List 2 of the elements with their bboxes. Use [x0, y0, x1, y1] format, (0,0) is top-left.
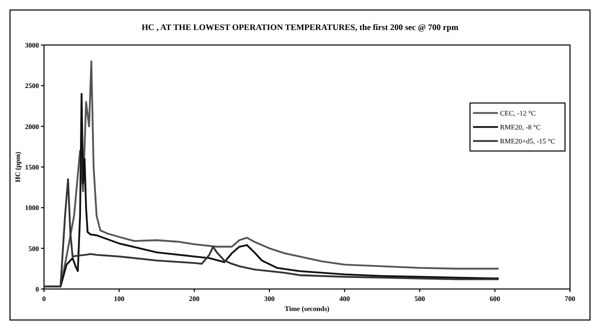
chart-title: HC , AT THE LOWEST OPERATION TEMPERATURES, the first 200 sec @ 700 rpm [142, 22, 458, 32]
line-series [43, 178, 500, 288]
